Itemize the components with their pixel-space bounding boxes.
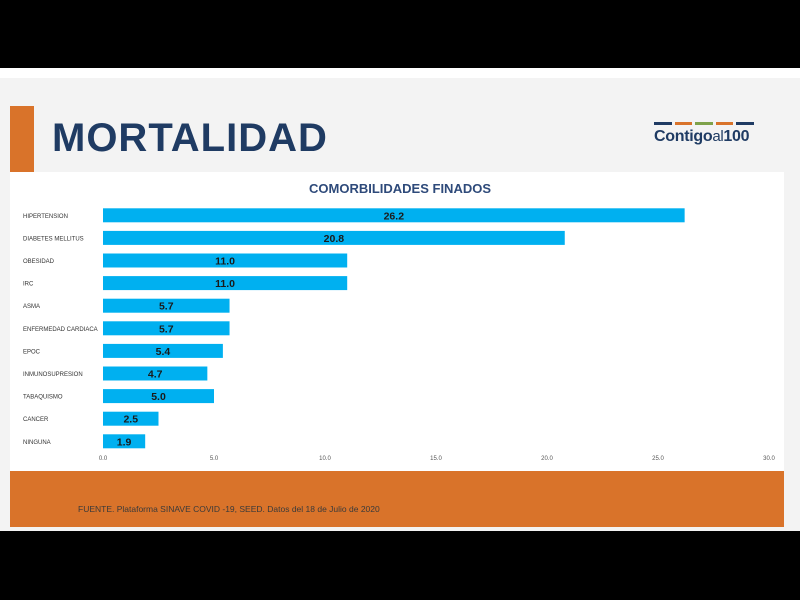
logo-text-main: Contigo (654, 128, 713, 145)
data-label: 5.4 (156, 346, 171, 358)
category-label: OBESIDAD (23, 259, 55, 265)
logo-bar-1 (674, 122, 693, 125)
bar (103, 389, 214, 404)
x-axis-ticks: 0.0 5.0 10.0 15.0 20.0 25.0 30.0 (99, 456, 776, 462)
category-label: DIABETES MELLITUS (23, 236, 84, 242)
slide: MORTALIDAD Contigoal100 COMORBILIDADES F… (0, 68, 800, 531)
data-label: 2.5 (123, 414, 138, 426)
logo-color-bars (654, 122, 754, 125)
comorbidity-bar-chart: COMORBILIDADES FINADOS HIPERTENSION 26.2 D… (23, 181, 776, 462)
x-tick-label: 20.0 (541, 456, 553, 462)
bars: HIPERTENSION 26.2 DIABETES MELLITUS 20.8 OBE… (23, 208, 685, 449)
bar (103, 434, 146, 449)
data-label: 11.0 (215, 256, 235, 268)
bar (103, 321, 230, 336)
logo-bar-0 (654, 122, 672, 125)
slide-title: MORTALIDAD (52, 116, 328, 160)
chart-title: COMORBILIDADES FINADOS (309, 181, 491, 196)
logo-text-mid: al (712, 128, 724, 145)
category-label: TABAQUISMO (23, 395, 63, 401)
category-label: IRC (23, 282, 34, 288)
bar (103, 208, 685, 223)
x-tick-label: 15.0 (430, 456, 442, 462)
footer-band: FUENTE. Plataforma SINAVE COVID -19, SEE… (10, 471, 784, 527)
bar (103, 298, 230, 313)
logo-text-number: 100 (723, 128, 750, 145)
data-label: 5.7 (159, 323, 174, 335)
data-label: 11.0 (215, 278, 235, 290)
bar (103, 276, 348, 291)
logo-bar-3 (715, 122, 734, 125)
source-note: FUENTE. Plataforma SINAVE COVID -19, SEE… (78, 504, 380, 514)
contigo-al-100-logo: Contigoal100 (654, 122, 754, 148)
top-border (0, 68, 800, 78)
x-tick-label: 30.0 (763, 456, 775, 462)
bar (103, 366, 208, 381)
category-label: NINGUNA (23, 440, 51, 446)
category-label: HIPERTENSION (23, 214, 68, 220)
x-tick-label: 5.0 (210, 456, 219, 462)
bar (103, 343, 223, 358)
title-accent-bar (10, 106, 34, 173)
category-label: ASMA (23, 304, 40, 310)
bar (103, 230, 565, 245)
data-label: 5.7 (159, 301, 174, 313)
category-label: INMUNOSUPRESION (23, 372, 83, 378)
logo-text: Contigoal100 (654, 128, 754, 146)
data-label: 5.0 (151, 391, 166, 403)
data-label: 1.9 (117, 436, 132, 448)
x-tick-label: 25.0 (652, 456, 664, 462)
data-label: 26.2 (384, 210, 405, 222)
data-label: 4.7 (148, 369, 163, 381)
category-label: EPOC (23, 349, 41, 355)
category-label: CANCER (23, 417, 49, 423)
x-tick-label: 0.0 (99, 456, 108, 462)
category-label: ENFERMEDAD CARDIACA (23, 327, 98, 333)
bar (103, 253, 348, 268)
chart-panel: COMORBILIDADES FINADOS HIPERTENSION 26.2 D… (10, 172, 784, 472)
x-tick-label: 10.0 (319, 456, 331, 462)
logo-bar-4 (736, 122, 754, 125)
data-label: 20.8 (324, 233, 345, 245)
bar (103, 411, 159, 426)
logo-bar-2 (695, 122, 713, 125)
